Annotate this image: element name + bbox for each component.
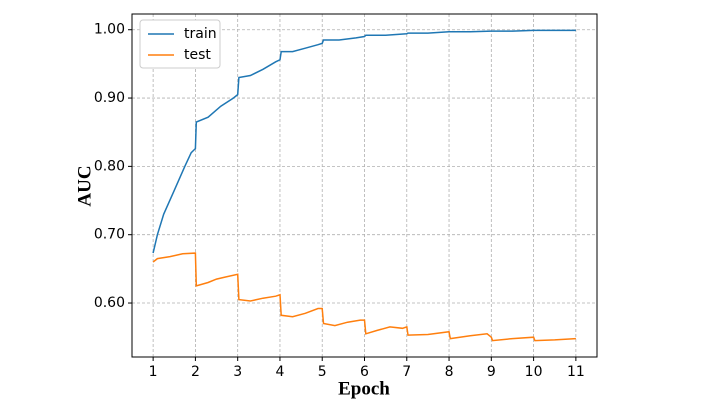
- x-tick-label: 2: [191, 364, 200, 380]
- y-tick-label: 0.90: [94, 90, 125, 106]
- x-tick-label: 6: [360, 364, 369, 380]
- y-axis-label: AUC: [74, 165, 95, 206]
- legend-label: train: [184, 26, 217, 42]
- x-tick-label: 3: [233, 364, 242, 380]
- legend-label: test: [184, 47, 211, 63]
- y-tick-label: 0.60: [94, 295, 125, 311]
- x-tick-label: 9: [487, 364, 496, 380]
- x-tick-label: 4: [275, 364, 284, 380]
- line-series: [152, 252, 576, 342]
- line-series: [152, 29, 576, 254]
- y-tick-label: 1.00: [94, 22, 125, 38]
- x-tick-label: 10: [525, 364, 543, 380]
- x-tick-label: 11: [567, 364, 585, 380]
- legend-box: [139, 19, 221, 69]
- x-tick-label: 1: [149, 364, 158, 380]
- x-tick-label: 5: [318, 364, 327, 380]
- x-axis-label: Epoch: [338, 378, 390, 399]
- x-tick-label: 8: [445, 364, 454, 380]
- plot-frame: [131, 13, 598, 358]
- y-tick-label: 0.80: [94, 158, 125, 174]
- x-tick-label: 7: [402, 364, 411, 380]
- y-tick-label: 0.70: [94, 227, 125, 243]
